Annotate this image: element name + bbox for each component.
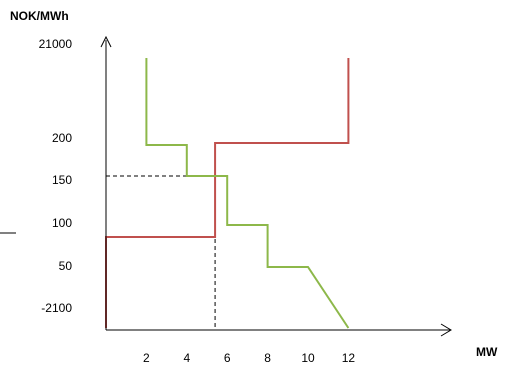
y-tick-label: 150	[52, 173, 72, 187]
x-tick-label: 8	[264, 351, 271, 365]
equilibrium-guides	[106, 175, 216, 330]
demand-curve	[145, 58, 350, 329]
y-tick-label: 50	[59, 259, 73, 273]
x-tick-label: 4	[183, 351, 190, 365]
series-group	[105, 58, 350, 329]
x-tick-labels: 2 4 6 8 10 12	[143, 351, 355, 365]
y-axis-title: NOK/MWh	[10, 9, 69, 23]
x-axis-arrow	[440, 323, 452, 337]
x-tick-label: 12	[342, 351, 356, 365]
y-tick-label: -2100	[41, 301, 72, 315]
x-axis-title: MW	[476, 345, 498, 359]
y-tick-label: 100	[52, 216, 72, 230]
x-tick-label: 2	[143, 351, 150, 365]
x-tick-label: 10	[301, 351, 315, 365]
y-tick-labels: -2100 50 100 150 200 21000	[39, 37, 73, 315]
y-axis-arrow	[100, 35, 112, 48]
y-tick-label: 200	[52, 131, 72, 145]
x-tick-label: 6	[224, 351, 231, 365]
y-tick-label: 21000	[39, 37, 73, 51]
